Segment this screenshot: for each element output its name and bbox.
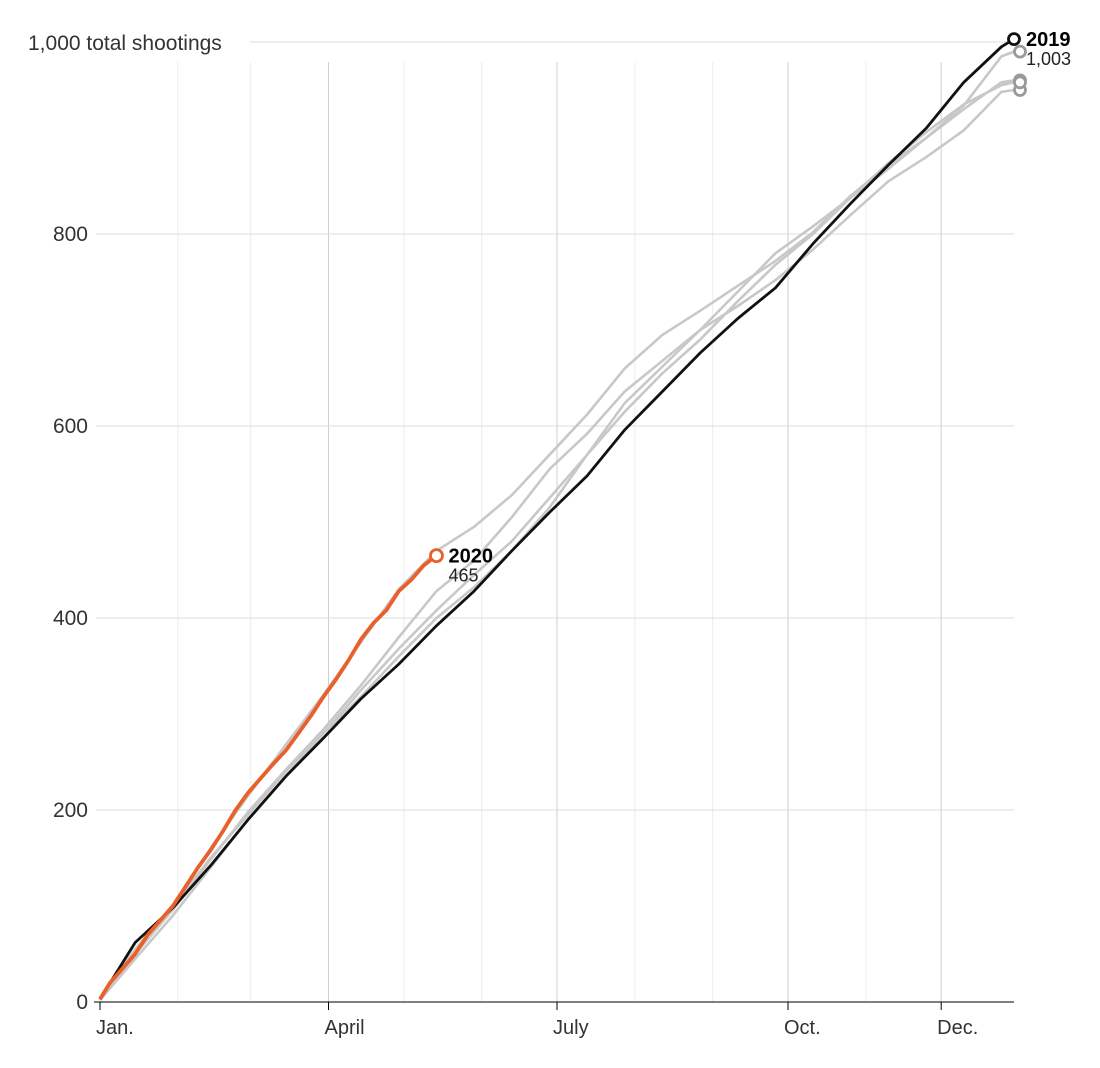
y-axis-top-label: 1,000 total shootings — [28, 32, 222, 55]
series-line-other-year — [98, 50, 1015, 1000]
series-line-other-year — [98, 88, 1015, 999]
x-tick-label: Oct. — [784, 1017, 821, 1039]
end-marker-2020 — [429, 548, 444, 563]
x-tick-label: July — [553, 1017, 589, 1039]
end-label-year-2020: 2020 — [448, 546, 493, 568]
end-label-year-2019: 2019 — [1026, 29, 1071, 51]
grid-layer — [94, 41, 1014, 1010]
series-line-2020 — [98, 554, 438, 1001]
series-layer — [98, 37, 1015, 1001]
y-tick-label: 400 — [53, 607, 88, 630]
x-tick-label: Dec. — [937, 1017, 978, 1039]
series-line-2019 — [98, 37, 1015, 1000]
end-marker-other-year — [1013, 75, 1027, 90]
y-tick-label: 800 — [53, 223, 88, 246]
x-tick-label: Jan. — [96, 1017, 134, 1039]
y-tick-label: 600 — [53, 415, 88, 438]
end-marker-other-year — [1013, 44, 1027, 59]
end-label-value-2020: 465 — [448, 566, 478, 586]
end-label-value-2019: 1,003 — [1026, 49, 1071, 69]
x-tick-label: April — [325, 1017, 365, 1039]
y-tick-label: 200 — [53, 799, 88, 822]
end-marker-2019 — [1007, 32, 1021, 47]
y-tick-label: 0 — [76, 991, 88, 1014]
end-marker-layer — [429, 32, 1027, 563]
label-layer: Jan. April July Oct. Dec. 200 400 600 800 0 1,000 … — [28, 29, 1071, 1039]
